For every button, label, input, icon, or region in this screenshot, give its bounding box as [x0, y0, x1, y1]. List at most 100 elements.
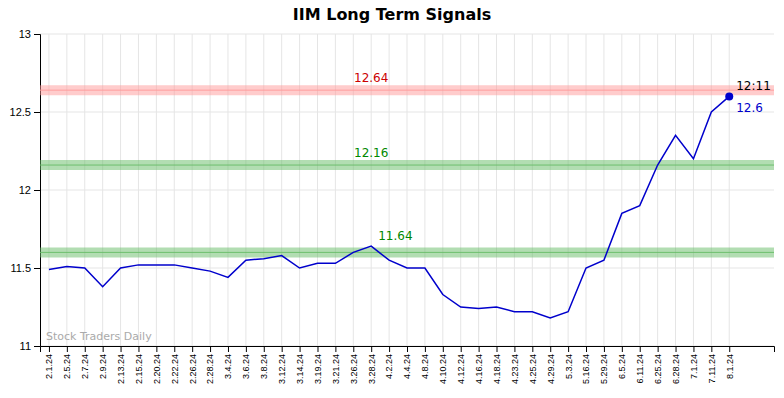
- tick-mark: [192, 346, 193, 352]
- tick: 3.28.24: [367, 346, 377, 384]
- tick-label: 3.26.24: [349, 354, 359, 384]
- tick-label: 5.3.24: [564, 354, 574, 379]
- tick-mark: [34, 190, 40, 191]
- tick: 5.29.24: [599, 346, 609, 384]
- tick-mark: [264, 346, 265, 352]
- tick: 2.1.24: [44, 346, 54, 379]
- tick-mark: [514, 346, 515, 352]
- tick: 2.15.24: [134, 346, 144, 384]
- axis-line: [41, 347, 775, 353]
- tick: 2.22.24: [170, 346, 180, 384]
- last-point: [725, 92, 733, 100]
- tick: 13: [19, 28, 40, 40]
- tick-label: 2.13.24: [116, 354, 126, 384]
- tick-mark: [121, 346, 122, 352]
- tick: 6.28.24: [671, 346, 681, 384]
- tick-mark: [67, 346, 68, 352]
- tick: 4.18.24: [492, 346, 502, 384]
- grid-line: [40, 190, 774, 191]
- tick-label: 2.5.24: [62, 354, 72, 379]
- tick-mark: [156, 346, 157, 352]
- tick-mark: [34, 34, 40, 35]
- tick-label: 6.28.24: [671, 354, 681, 384]
- tick: 2.9.24: [98, 346, 108, 379]
- tick: 8.1.24: [725, 346, 735, 379]
- tick-mark: [586, 346, 587, 352]
- tick-mark: [729, 346, 730, 352]
- tick: 2.28.24: [205, 346, 215, 384]
- annotation: 12.64: [354, 71, 388, 85]
- tick-label: 11: [20, 340, 31, 352]
- tick-label: 2.7.24: [80, 354, 90, 379]
- tick: 4.2.24: [384, 346, 394, 379]
- tick-label: 5.16.24: [581, 354, 591, 384]
- tick-mark: [282, 346, 283, 352]
- tick-label: 3.4.24: [223, 354, 233, 379]
- tick: 4.10.24: [438, 346, 448, 384]
- annotation: 12:11: [736, 79, 771, 93]
- tick: 4.16.24: [474, 346, 484, 384]
- title: IIM Long Term Signals: [293, 5, 491, 24]
- grid-line: [40, 34, 774, 35]
- line: [49, 96, 729, 318]
- tick-mark: [85, 346, 86, 352]
- tick-mark: [228, 346, 229, 352]
- tick-label: 4.25.24: [528, 354, 538, 384]
- tick: 3.8.24: [259, 346, 269, 379]
- tick-mark: [389, 346, 390, 352]
- level-line: [40, 165, 774, 166]
- tick: 2.5.24: [62, 346, 72, 379]
- tick-mark: [693, 346, 694, 352]
- tick-label: 2.22.24: [170, 354, 180, 384]
- tick-mark: [371, 346, 372, 352]
- tick-label: 13: [19, 28, 31, 40]
- plot: 2.1.24 2.5.24 2.7.24 2.9.24 2.13.24 2.15.24 2.…: [10, 28, 775, 384]
- level-band: [40, 247, 774, 257]
- tick-label: 7.1.24: [689, 354, 699, 379]
- tick-label: 6.5.24: [617, 354, 627, 379]
- tick-label: 4.18.24: [492, 354, 502, 384]
- tick-label: 3.21.24: [331, 354, 341, 384]
- annotations: 12.6412.1611.6412:1112.6Stock Traders Da…: [46, 71, 771, 343]
- tick-label: 11.5: [10, 262, 31, 274]
- grid: [40, 34, 774, 346]
- tick-label: 2.28.24: [205, 354, 215, 384]
- tick-label: 2.26.24: [188, 354, 198, 384]
- grid-line: [40, 112, 774, 113]
- tick-label: 2.9.24: [98, 354, 108, 379]
- tick-label: 4.29.24: [546, 354, 556, 384]
- annotation: Stock Traders Daily: [46, 330, 152, 343]
- tick-mark: [34, 268, 40, 269]
- tick-mark: [532, 346, 533, 352]
- tick-mark: [604, 346, 605, 352]
- annotation: 11.64: [378, 229, 412, 243]
- tick: 11: [20, 340, 40, 352]
- tick: 7.11.24: [707, 346, 717, 383]
- tick-label: 3.19.24: [313, 354, 323, 384]
- tick-mark: [210, 346, 211, 352]
- tick-mark: [622, 346, 623, 352]
- tick-mark: [317, 346, 318, 352]
- tick-label: 4.12.24: [456, 354, 466, 384]
- tick-mark: [138, 346, 139, 352]
- tick-label: 4.23.24: [510, 354, 520, 384]
- tick-mark: [34, 112, 40, 113]
- tick-label: 4.4.24: [402, 354, 412, 379]
- tick-label: 3.12.24: [277, 354, 287, 384]
- tick-label: 2.15.24: [134, 354, 144, 384]
- tick: 3.26.24: [349, 346, 359, 384]
- tick-mark: [246, 346, 247, 352]
- tick-label: 3.8.24: [259, 354, 269, 379]
- tick-mark: [658, 346, 659, 352]
- tick: 3.14.24: [295, 346, 305, 384]
- tick-label: 2.20.24: [152, 354, 162, 384]
- tick: 6.5.24: [617, 346, 627, 379]
- tick-mark: [550, 346, 551, 352]
- tick: 12: [19, 184, 40, 196]
- tick: 4.29.24: [546, 346, 556, 384]
- tick-label: 3.28.24: [367, 354, 377, 384]
- x-axis: 2.1.24 2.5.24 2.7.24 2.9.24 2.13.24 2.15.24 2.…: [41, 346, 775, 384]
- annotation: 12.6: [736, 101, 763, 115]
- tick-label: 7.11.24: [707, 354, 717, 383]
- tick-mark: [300, 346, 301, 352]
